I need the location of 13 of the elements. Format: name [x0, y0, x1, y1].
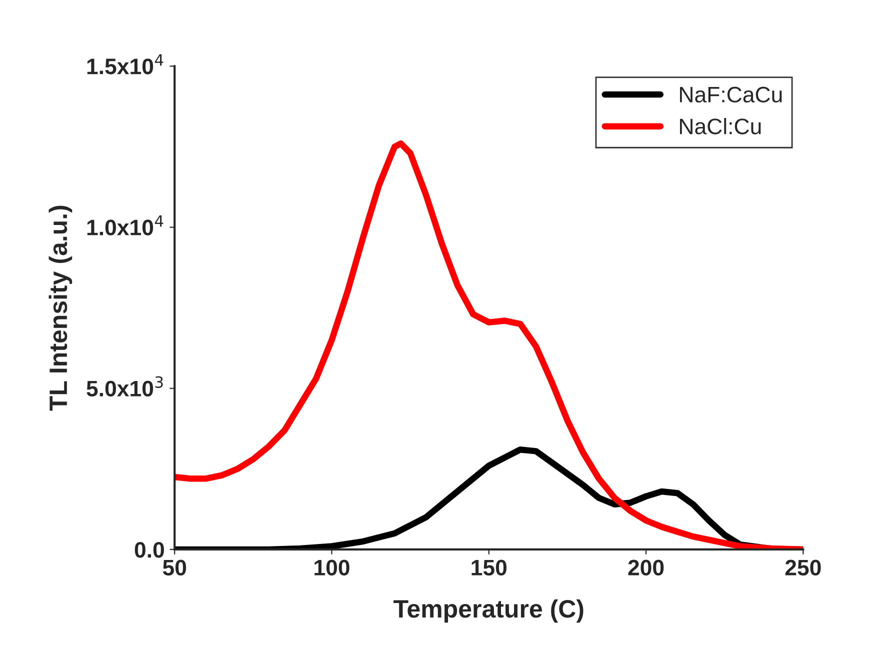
x-axis-title: Temperature (C) — [394, 599, 584, 623]
x-tick-label: 250 — [785, 560, 821, 576]
y-tick-label: 0.0 — [134, 542, 164, 558]
y-tick-label: 1.5x10$^{4}$ — [87, 54, 164, 74]
y-axis-title: TL Intensity (a.u.) — [48, 206, 72, 411]
x-tick-label: 200 — [628, 560, 664, 576]
x-tick-label: 150 — [472, 560, 507, 576]
y-tick-label: 1.0x10$^{4}$ — [87, 215, 164, 236]
x-tick-label: 50 — [162, 560, 186, 576]
x-tick-label: 100 — [314, 560, 350, 576]
legend-label: NaF:CaCu — [680, 86, 782, 103]
legend-label: NaCl:Cu — [680, 118, 761, 134]
y-tick-label: 5.0x10$^{3}$ — [86, 376, 163, 396]
